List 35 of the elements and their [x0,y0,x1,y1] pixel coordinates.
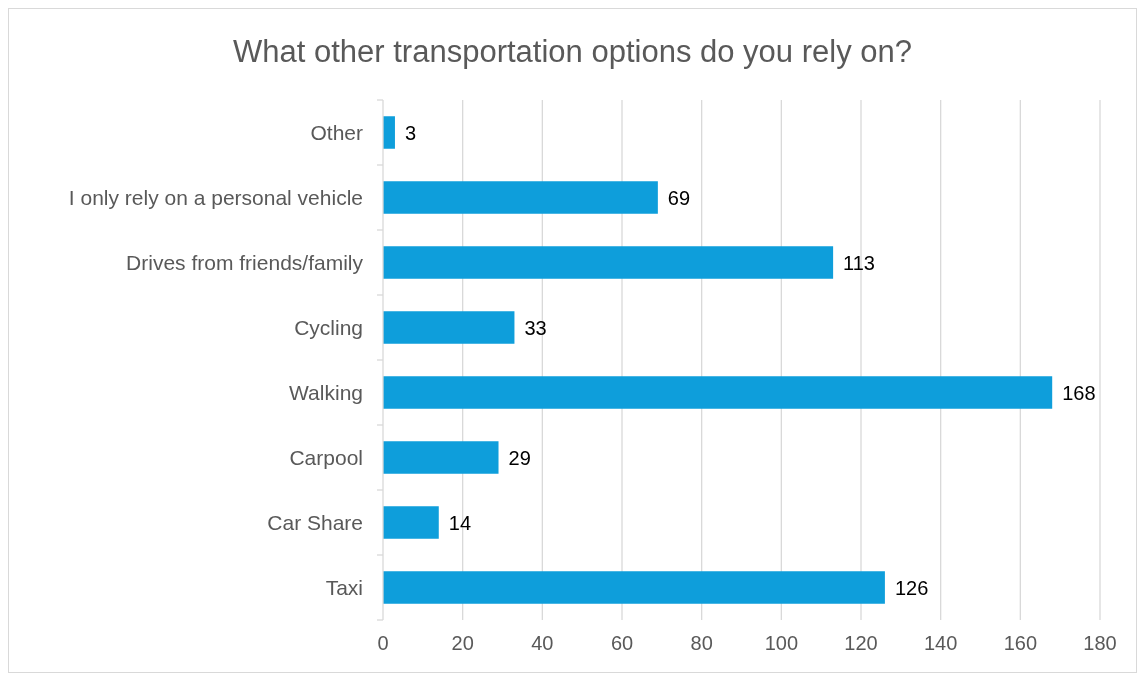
y-tick-label: Car Share [267,510,363,534]
data-label: 14 [448,511,472,534]
x-tick-label: 0 [377,632,389,654]
data-label: 29 [508,446,531,469]
chart-title: What other transportation options do you rely on? [233,34,912,69]
bar [383,181,658,214]
bar [383,116,395,149]
y-tick-label: Other [310,120,363,144]
data-label: 168 [1062,381,1096,404]
bar [383,376,1053,409]
x-tick-label: 120 [844,632,878,654]
x-tick-label: 180 [1083,632,1117,654]
data-label: 69 [667,186,691,209]
y-tick-label: Walking [289,380,363,404]
data-label: 113 [843,251,876,274]
y-tick-label: Cycling [294,315,363,339]
y-tick-label: I only rely on a personal vehicle [68,185,363,209]
y-tick-label: Taxi [325,575,363,599]
bar [383,246,834,279]
data-label: 126 [894,576,929,599]
bar [383,571,885,604]
x-tick-label: 100 [764,632,799,654]
bar [383,441,499,474]
bar [383,506,439,539]
x-tick-label: 20 [451,632,474,654]
x-tick-label: 160 [1003,632,1038,654]
x-tick-label: 80 [690,632,713,654]
bar [383,311,515,344]
data-label: 33 [524,316,547,339]
x-tick-label: 40 [531,632,554,654]
x-tick-label: 140 [923,632,958,654]
x-tick-label: 60 [610,632,634,654]
y-tick-label: Carpool [289,445,363,469]
y-tick-label: Drives from friends/family [126,250,364,274]
data-label: 3 [404,121,417,144]
